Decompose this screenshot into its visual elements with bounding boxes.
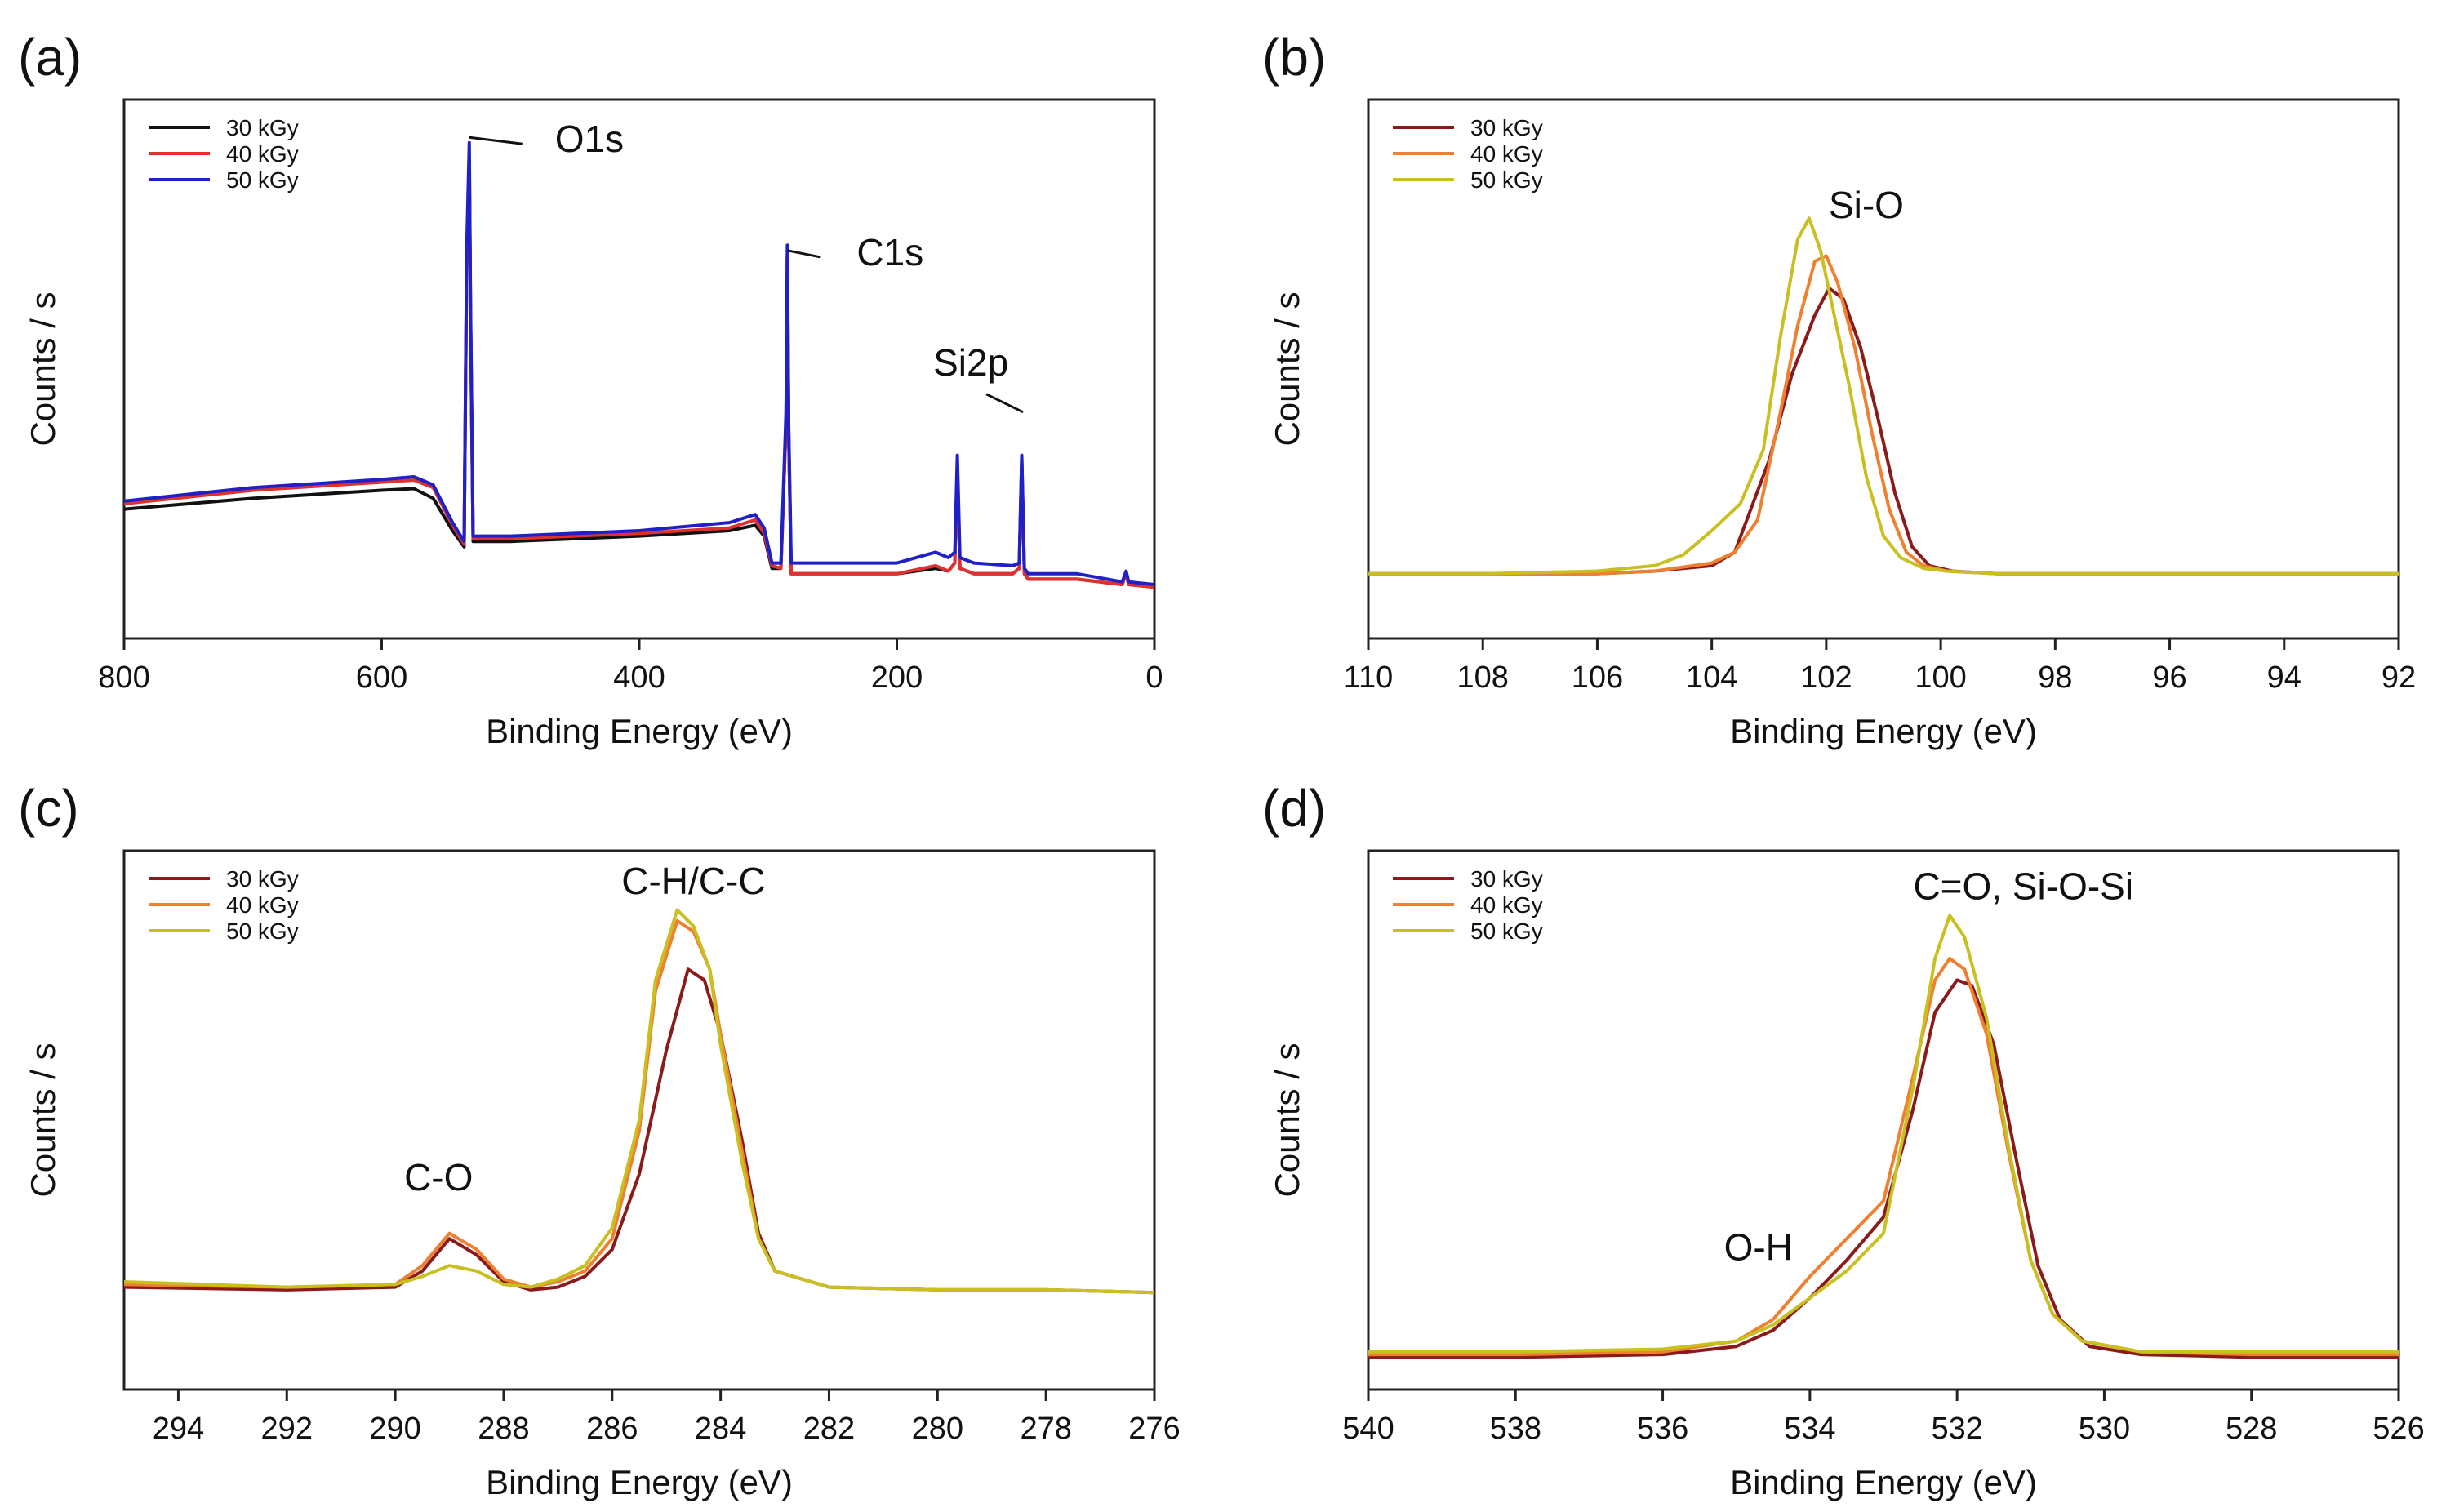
x-axis-label: Binding Energy (eV) bbox=[486, 1463, 793, 1501]
x-tick-label: 530 bbox=[2079, 1412, 2130, 1446]
series-group bbox=[1368, 914, 2399, 1359]
x-tick-label: 540 bbox=[1342, 1412, 1394, 1446]
x-tick-label: 526 bbox=[2373, 1412, 2424, 1446]
x-tick-label: 104 bbox=[1686, 660, 1737, 695]
legend-label: 40 kGy bbox=[226, 892, 299, 918]
series-group bbox=[1368, 216, 2399, 576]
legend-label: 50 kGy bbox=[1470, 167, 1543, 193]
peak-annotation: O-H bbox=[1724, 1226, 1793, 1269]
x-tick-label: 538 bbox=[1490, 1412, 1541, 1446]
legend-label: 50 kGy bbox=[226, 167, 299, 193]
peak-annotation: C=O, Si-O-Si bbox=[1913, 865, 2133, 907]
x-tick-label: 110 bbox=[1344, 660, 1394, 695]
x-tick-label: 294 bbox=[153, 1412, 204, 1446]
peak-annotation: Si2p bbox=[933, 341, 1008, 384]
x-tick-label: 0 bbox=[1145, 660, 1163, 695]
plot-frame bbox=[1367, 849, 2400, 1391]
series-line-50-kgy bbox=[1368, 216, 2399, 576]
series-line-50-kgy bbox=[124, 140, 1154, 586]
legend-label: 30 kGy bbox=[226, 115, 299, 140]
x-tick-label: 200 bbox=[871, 660, 923, 695]
legend-label: 50 kGy bbox=[1470, 918, 1543, 944]
x-tick-label: 92 bbox=[2382, 660, 2416, 695]
x-tick-label: 282 bbox=[803, 1412, 855, 1446]
legend-label: 30 kGy bbox=[1470, 115, 1543, 140]
series-group bbox=[124, 908, 1154, 1295]
x-tick-label: 800 bbox=[98, 660, 149, 695]
series-line-50-kgy bbox=[124, 908, 1154, 1295]
series-line-40-kgy bbox=[1368, 957, 2399, 1357]
x-tick-label: 102 bbox=[1800, 660, 1852, 695]
panel-label: (b) bbox=[1262, 28, 1326, 87]
x-tick-label: 292 bbox=[261, 1412, 313, 1446]
peak-annotation: Si-O bbox=[1829, 184, 1904, 226]
series-line-30-kgy bbox=[1368, 978, 2399, 1359]
series-group bbox=[124, 140, 1154, 589]
x-tick-label: 400 bbox=[613, 660, 665, 695]
legend-label: 50 kGy bbox=[226, 918, 299, 944]
x-tick-label: 600 bbox=[356, 660, 407, 695]
x-axis-label: Binding Energy (eV) bbox=[486, 712, 793, 750]
x-tick-label: 108 bbox=[1457, 660, 1509, 695]
x-tick-label: 100 bbox=[1915, 660, 1966, 695]
x-tick-label: 284 bbox=[695, 1412, 746, 1446]
annotation-leader bbox=[787, 249, 821, 259]
x-axis-label: Binding Energy (eV) bbox=[1730, 712, 2037, 750]
x-tick-label: 534 bbox=[1784, 1412, 1835, 1446]
x-tick-label: 288 bbox=[478, 1412, 529, 1446]
x-tick-label: 96 bbox=[2152, 660, 2186, 695]
plot-frame bbox=[122, 849, 1156, 1391]
peak-annotation: C-O bbox=[404, 1156, 473, 1198]
x-tick-label: 98 bbox=[2038, 660, 2072, 695]
peak-annotation: O1s bbox=[555, 118, 624, 160]
x-tick-label: 290 bbox=[369, 1412, 420, 1446]
series-line-40-kgy bbox=[1368, 254, 2399, 576]
panel-c: (c) 294 292 290 288 286 284 282 280 278 276 Binding… bbox=[18, 779, 1181, 1501]
x-tick-label: 276 bbox=[1128, 1412, 1180, 1446]
x-axis-label: Binding Energy (eV) bbox=[1730, 1463, 2037, 1501]
x-tick-label: 528 bbox=[2226, 1412, 2277, 1446]
panel-label: (c) bbox=[18, 779, 79, 838]
panel-label: (a) bbox=[18, 28, 82, 87]
peak-annotation: C-H/C-C bbox=[621, 860, 765, 902]
legend-label: 30 kGy bbox=[1470, 866, 1543, 892]
y-axis-label: Counts / s bbox=[24, 1043, 62, 1197]
peak-annotation: C1s bbox=[856, 231, 923, 273]
panel-d: (d) 540 538 536 534 532 530 528 526 Binding Energ… bbox=[1262, 779, 2425, 1501]
annotation-leader bbox=[985, 393, 1024, 414]
series-line-50-kgy bbox=[1368, 914, 2399, 1354]
legend-label: 40 kGy bbox=[1470, 892, 1543, 918]
x-tick-label: 106 bbox=[1572, 660, 1623, 695]
panel-a: (a) 800 600 400 200 0 Binding Energy (eV) Count… bbox=[18, 28, 1163, 750]
y-axis-label: Counts / s bbox=[1268, 1043, 1306, 1197]
plot-frame bbox=[1367, 98, 2400, 640]
legend-label: 40 kGy bbox=[226, 141, 299, 167]
x-tick-label: 286 bbox=[586, 1412, 638, 1446]
legend-label: 30 kGy bbox=[226, 866, 299, 892]
y-axis-label: Counts / s bbox=[24, 291, 62, 446]
panel-label: (d) bbox=[1262, 779, 1326, 838]
x-tick-label: 278 bbox=[1020, 1412, 1071, 1446]
x-tick-label: 94 bbox=[2267, 660, 2301, 695]
x-tick-label: 532 bbox=[1931, 1412, 1982, 1446]
y-axis-label: Counts / s bbox=[1268, 291, 1306, 446]
annotation-leader bbox=[469, 136, 523, 145]
panel-b: (b) 110 108 106 104 102 100 98 96 94 92 Binding Ene… bbox=[1262, 28, 2416, 750]
x-tick-label: 536 bbox=[1637, 1412, 1688, 1446]
legend-label: 40 kGy bbox=[1470, 141, 1543, 167]
x-tick-label: 280 bbox=[912, 1412, 963, 1446]
